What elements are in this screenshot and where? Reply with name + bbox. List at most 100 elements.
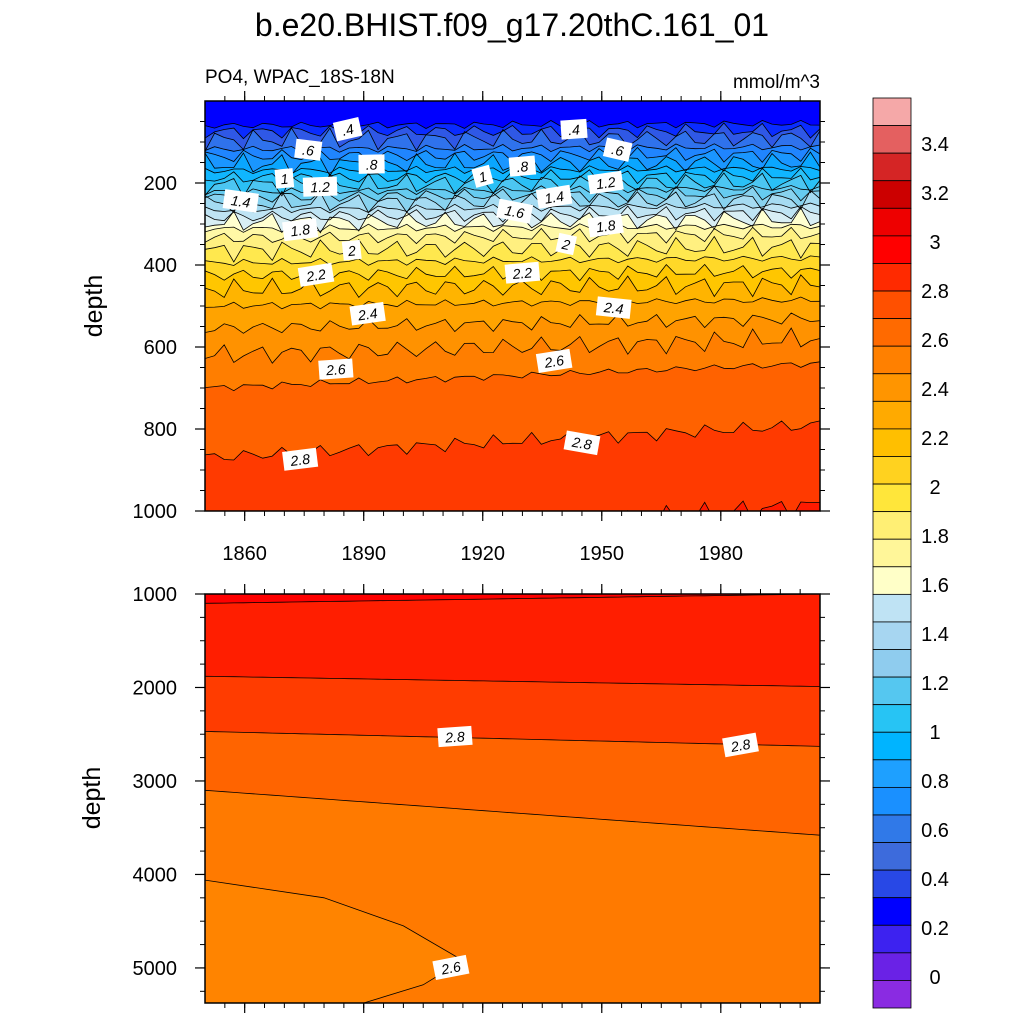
colorbar-bin bbox=[872, 125, 912, 154]
contour-label-text: 1.8 bbox=[595, 217, 617, 236]
contour-label: .6 bbox=[602, 137, 633, 162]
contour-label-text: 2.8 bbox=[570, 434, 593, 453]
contour-label: 1.2 bbox=[587, 170, 624, 195]
contour-label: 2.2 bbox=[297, 262, 335, 287]
contour-line-2.6 bbox=[205, 327, 820, 364]
contour-label: 2.8 bbox=[563, 430, 601, 456]
contour-label-text: 2.6 bbox=[325, 361, 347, 378]
colorbar-bin bbox=[872, 235, 912, 264]
colorbar-label: 2.6 bbox=[921, 330, 949, 352]
contour-band-2.6 bbox=[205, 880, 463, 1003]
colorbar-bin bbox=[872, 869, 912, 899]
lower-plot-frame bbox=[204, 593, 821, 1004]
contour-label-box bbox=[602, 137, 633, 162]
y-tick-label: 800 bbox=[144, 419, 177, 441]
contour-label-box bbox=[535, 348, 573, 373]
contour-label-text: 2.4 bbox=[602, 299, 624, 317]
colorbar-label: 1.6 bbox=[921, 575, 949, 597]
upper-panel: 200 400 600 800 1000 1860 1890 1920 1950 1980 .4.… bbox=[80, 91, 830, 565]
contour-label: 2 bbox=[341, 239, 362, 261]
contour-label: 2.4 bbox=[349, 301, 386, 326]
colorbar-bin bbox=[872, 649, 912, 678]
contour-line-2.7 bbox=[205, 361, 820, 392]
contour-line-2.6 bbox=[205, 879, 464, 1003]
contour-label-box bbox=[560, 118, 588, 140]
y-tick-label: 3000 bbox=[133, 771, 178, 793]
contour-label: 1.2 bbox=[302, 176, 338, 197]
contour-label-text: 2.8 bbox=[729, 736, 752, 755]
x-tick-label: 1890 bbox=[341, 543, 386, 565]
colorbar-bin bbox=[872, 566, 912, 595]
x-tick-label: 1950 bbox=[580, 543, 625, 565]
contour-label-text: 1.8 bbox=[290, 221, 311, 239]
contour-label: 1.4 bbox=[535, 184, 573, 209]
colorbar-bin bbox=[872, 621, 912, 650]
contour-line-3 bbox=[205, 594, 820, 604]
colorbar-label: 1.4 bbox=[921, 624, 949, 646]
chart-subtitle-left: PO4, WPAC_18S-18N bbox=[205, 67, 395, 88]
contour-label-text: .4 bbox=[568, 121, 581, 138]
colorbar-bin bbox=[872, 842, 912, 871]
contour-line-0.2 bbox=[205, 119, 820, 129]
contour-band-2.9 bbox=[627, 501, 820, 511]
colorbar-bin bbox=[872, 400, 912, 430]
contour-label-text: 2.8 bbox=[444, 728, 466, 745]
contour-line-2.9 bbox=[205, 675, 820, 687]
contour-label: 2.8 bbox=[437, 725, 473, 748]
colorbar-label: 2 bbox=[929, 477, 940, 499]
contour-line-.4 bbox=[205, 122, 820, 140]
contour-label: .4 bbox=[560, 118, 588, 140]
contour-label-box bbox=[332, 117, 363, 142]
contour-label-box bbox=[563, 430, 601, 456]
contour-label-text: 1.4 bbox=[230, 192, 252, 211]
contour-band-2.8 bbox=[205, 420, 820, 511]
contour-label-text: 1.6 bbox=[503, 202, 525, 221]
contour-label-text: 2.6 bbox=[439, 958, 462, 978]
contour-label-text: 2.6 bbox=[542, 352, 565, 371]
contour-label-text: 1.4 bbox=[543, 188, 565, 207]
contour-label-box bbox=[587, 213, 624, 238]
x-tick-label: 1980 bbox=[699, 543, 744, 565]
contour-label-box bbox=[282, 218, 319, 242]
contour-label-box bbox=[341, 239, 362, 261]
colorbar-bin bbox=[872, 924, 912, 954]
upper-y-axis-label: depth bbox=[80, 275, 108, 338]
y-tick-label: 200 bbox=[144, 173, 177, 195]
contour-label: 1 bbox=[471, 164, 494, 188]
colorbar-label: 0.6 bbox=[921, 820, 949, 842]
chart-units: mmol/m^3 bbox=[733, 72, 820, 93]
contour-label-text: 2 bbox=[346, 242, 357, 259]
colorbar-bin bbox=[872, 731, 912, 761]
colorbar-label: 0.4 bbox=[921, 869, 949, 891]
contour-label: 2.6 bbox=[535, 348, 573, 373]
contour-label-box bbox=[222, 189, 259, 213]
contour-label: 2.2 bbox=[504, 261, 541, 284]
contour-line-2.8 bbox=[205, 731, 820, 747]
colorbar-bin bbox=[872, 345, 912, 375]
contour-label: 2.6 bbox=[318, 358, 354, 380]
contour-label-box bbox=[508, 155, 537, 177]
contour-label-text: .8 bbox=[366, 156, 378, 172]
colorbar-bin bbox=[872, 373, 912, 402]
contour-label-box bbox=[535, 184, 573, 209]
colorbar-label: 0.8 bbox=[921, 771, 949, 793]
contour-label-box bbox=[349, 301, 386, 326]
contour-label-box bbox=[358, 154, 385, 174]
contour-label-box bbox=[587, 170, 624, 195]
colorbar-bin bbox=[872, 263, 912, 292]
contour-label-box bbox=[294, 138, 323, 161]
contour-label-box bbox=[302, 176, 338, 197]
y-tick-label: 2000 bbox=[133, 677, 178, 699]
contour-label-box bbox=[722, 732, 759, 758]
contour-label: 1.4 bbox=[222, 189, 259, 213]
colorbar-label: 2.8 bbox=[921, 281, 949, 303]
contour-label-text: .8 bbox=[516, 158, 529, 175]
colorbar-bin bbox=[872, 483, 912, 513]
contour-label-box bbox=[432, 954, 470, 980]
contour-label-box bbox=[437, 725, 473, 748]
contour-label-text: 2 bbox=[560, 236, 572, 254]
y-tick-label: 1000 bbox=[133, 501, 178, 523]
colorbar-label: 2.2 bbox=[921, 428, 949, 450]
contour-label: 1.6 bbox=[496, 198, 534, 224]
contour-label-box bbox=[555, 232, 577, 256]
